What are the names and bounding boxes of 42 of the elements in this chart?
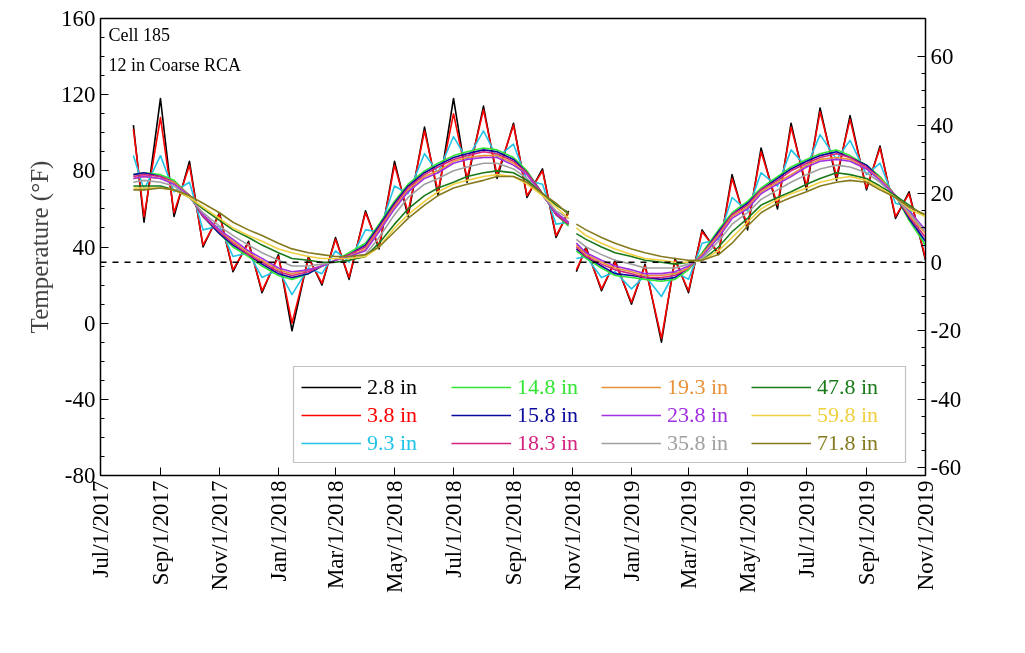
y2-tick-label: 0 [930,249,942,275]
x-tick-label: Sep/1/2018 [500,480,526,586]
y-tick-label: 160 [61,6,96,31]
legend-label: 47.8 in [817,374,879,400]
annotation: 12 in Coarse RCA [108,54,241,75]
legend-label: 15.8 in [517,402,579,428]
y-tick-label: 80 [72,158,96,184]
x-tick-label: Jul/1/2019 [794,480,820,578]
y-tick-label: -40 [64,386,96,412]
legend-label: 59.8 in [817,402,879,428]
x-tick-label: Nov/1/2019 [913,480,938,591]
x-tick-label: Sep/1/2019 [854,480,879,586]
y2-tick-label: 20 [930,181,954,207]
y-tick-label: 0 [84,310,96,336]
x-tick-label: Jul/1/2018 [441,480,467,578]
legend-label: 35.8 in [667,430,729,456]
x-tick-label: Mar/1/2019 [676,480,702,590]
y-tick-label: 120 [61,82,96,108]
y2-tick-label: 40 [930,112,954,138]
legend-label: 3.8 in [367,402,418,428]
x-tick-label: Jan/1/2018 [265,480,291,582]
y-tick-label: 40 [72,234,96,260]
legend-label: 2.8 in [367,374,418,400]
y2-tick-label: -20 [930,318,962,344]
x-tick-label: May/1/2019 [735,480,761,593]
y2-tick-label: -40 [930,386,962,412]
annotation: Cell 185 [108,24,170,45]
x-tick-label: Nov/1/2017 [206,480,232,591]
x-tick-label: Sep/1/2017 [147,480,173,586]
x-tick-label: Nov/1/2018 [559,480,585,591]
legend-label: 19.3 in [667,374,729,400]
legend-label: 71.8 in [817,430,879,456]
x-tick-label: Mar/1/2018 [323,480,349,590]
y-axis-title: Temperature (°F) [26,160,54,334]
legend-label: 18.3 in [517,430,579,456]
x-tick-label: May/1/2018 [382,480,408,593]
y2-tick-label: 60 [930,44,954,70]
y2-tick-label: -60 [930,455,962,481]
legend-label: 14.8 in [517,374,579,400]
x-tick-label: Jan/1/2019 [618,480,644,582]
legend-label: 23.8 in [667,402,729,428]
legend-label: 9.3 in [367,430,418,456]
